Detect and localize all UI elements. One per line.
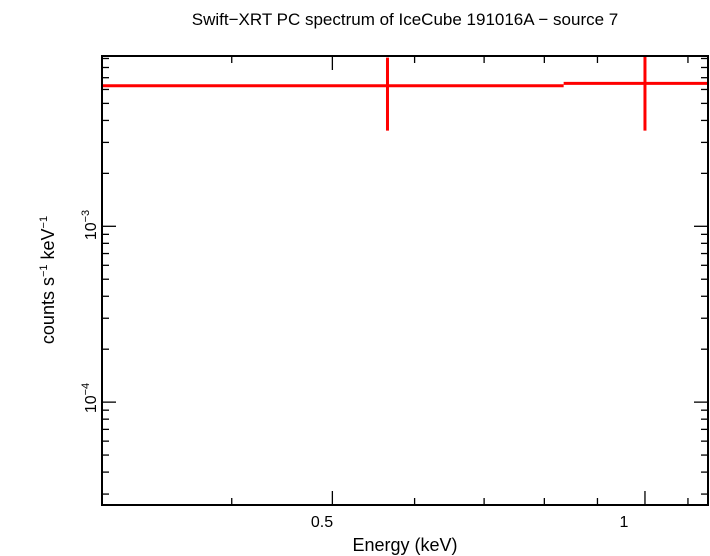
error-bars [102, 57, 708, 131]
x-axis-labels: 0.5 1 [311, 514, 629, 531]
data-point-0 [102, 57, 564, 131]
data-point-1 [563, 57, 708, 131]
y-axis-label: counts s−1 keV−1 [38, 216, 58, 344]
x-tick-label-0.5: 0.5 [311, 514, 333, 531]
minor-ticks [101, 56, 708, 505]
y-tick-label-1e-4: 10−4 [80, 383, 100, 413]
x-tick-label-1: 1 [620, 514, 629, 531]
x-axis-label: Energy (keV) [352, 535, 457, 555]
chart-title: Swift−XRT PC spectrum of IceCube 191016A… [192, 10, 619, 29]
y-axis-labels: 10−3 10−4 [80, 210, 100, 413]
y-tick-label-1e-3: 10−3 [80, 210, 100, 240]
plot-frame [101, 55, 709, 506]
